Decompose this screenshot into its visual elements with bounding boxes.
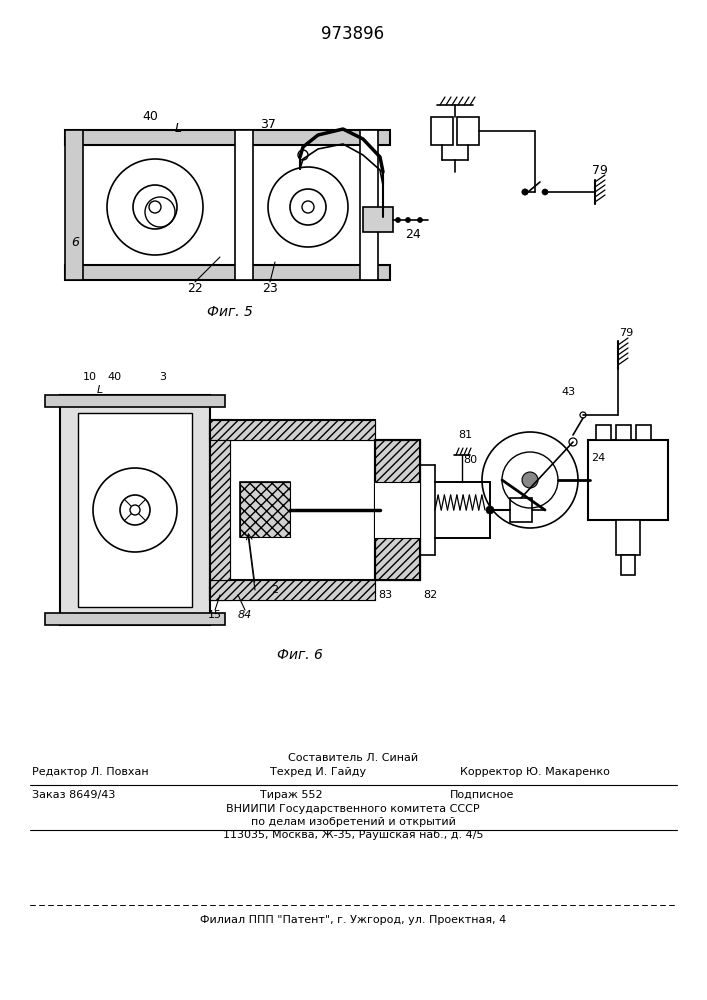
Text: 22: 22 bbox=[187, 282, 203, 296]
Bar bbox=[235, 130, 253, 280]
Bar bbox=[210, 420, 375, 440]
Circle shape bbox=[542, 189, 548, 195]
Bar bbox=[210, 440, 230, 580]
Text: Техред И. Гайду: Техред И. Гайду bbox=[270, 767, 366, 777]
Bar bbox=[616, 520, 640, 555]
Text: 84: 84 bbox=[238, 610, 252, 620]
Bar bbox=[375, 482, 420, 538]
Text: L: L bbox=[175, 122, 182, 135]
Text: Составитель Л. Синай: Составитель Л. Синай bbox=[288, 753, 418, 763]
Bar bbox=[45, 613, 225, 625]
Bar bbox=[596, 425, 611, 440]
Text: 83: 83 bbox=[378, 590, 392, 600]
Text: 23: 23 bbox=[262, 282, 278, 296]
Text: 24: 24 bbox=[405, 229, 421, 241]
Text: ВНИИПИ Государственного комитета СССР: ВНИИПИ Государственного комитета СССР bbox=[226, 804, 480, 814]
Bar bbox=[431, 117, 453, 145]
Text: 10: 10 bbox=[83, 372, 97, 382]
Bar bbox=[375, 440, 420, 580]
Text: 82: 82 bbox=[423, 590, 437, 600]
Text: Подписное: Подписное bbox=[450, 790, 515, 800]
Text: Филиал ППП "Патент", г. Ужгород, ул. Проектная, 4: Филиал ППП "Патент", г. Ужгород, ул. Про… bbox=[200, 915, 506, 925]
Bar bbox=[60, 395, 210, 625]
Bar bbox=[230, 482, 375, 537]
Circle shape bbox=[522, 189, 528, 195]
Bar bbox=[65, 265, 390, 280]
Text: Тираж 552: Тираж 552 bbox=[260, 790, 322, 800]
Text: 113035, Москва, Ж-35, Раушская наб., д. 4/5: 113035, Москва, Ж-35, Раушская наб., д. … bbox=[223, 830, 484, 840]
Text: 79: 79 bbox=[592, 163, 608, 176]
Circle shape bbox=[149, 201, 161, 213]
Text: 79: 79 bbox=[619, 328, 633, 338]
Text: 43: 43 bbox=[561, 387, 575, 397]
Bar bbox=[65, 130, 83, 280]
Text: L: L bbox=[97, 385, 103, 395]
Bar bbox=[45, 395, 225, 407]
Bar bbox=[588, 440, 668, 520]
Bar bbox=[210, 420, 230, 600]
Bar bbox=[65, 130, 390, 145]
Circle shape bbox=[302, 201, 314, 213]
Text: 40: 40 bbox=[108, 372, 122, 382]
Text: по делам изобретений и открытий: по делам изобретений и открытий bbox=[250, 817, 455, 827]
Circle shape bbox=[130, 505, 140, 515]
Circle shape bbox=[486, 506, 494, 514]
Text: 15: 15 bbox=[208, 610, 222, 620]
Text: 2: 2 bbox=[271, 585, 279, 595]
Bar bbox=[616, 425, 631, 440]
Text: Заказ 8649/43: Заказ 8649/43 bbox=[32, 790, 115, 800]
Bar bbox=[78, 413, 192, 607]
Bar bbox=[240, 482, 290, 537]
Text: 24: 24 bbox=[591, 453, 605, 463]
Text: 973896: 973896 bbox=[322, 25, 385, 43]
Text: 80: 80 bbox=[463, 455, 477, 465]
Bar bbox=[210, 580, 375, 600]
Bar bbox=[621, 555, 635, 575]
Bar bbox=[435, 482, 490, 538]
Text: Корректор Ю. Макаренко: Корректор Ю. Макаренко bbox=[460, 767, 610, 777]
Bar bbox=[210, 420, 375, 440]
Bar bbox=[210, 580, 375, 600]
Circle shape bbox=[522, 472, 538, 488]
Text: 6: 6 bbox=[71, 235, 79, 248]
Bar bbox=[383, 480, 420, 540]
Circle shape bbox=[418, 218, 423, 223]
Bar bbox=[375, 440, 420, 580]
Bar bbox=[363, 207, 393, 232]
Text: 3: 3 bbox=[160, 372, 167, 382]
Bar bbox=[360, 130, 378, 280]
Circle shape bbox=[522, 189, 528, 195]
Bar bbox=[457, 117, 479, 145]
Bar bbox=[510, 498, 532, 522]
Text: Редактор Л. Повхан: Редактор Л. Повхан bbox=[32, 767, 148, 777]
Text: 81: 81 bbox=[458, 430, 472, 440]
Circle shape bbox=[406, 218, 411, 223]
Bar bbox=[240, 482, 290, 537]
Text: 40: 40 bbox=[142, 110, 158, 123]
Bar bbox=[375, 440, 420, 580]
Bar bbox=[636, 425, 651, 440]
Text: Фиг. 5: Фиг. 5 bbox=[207, 305, 253, 319]
Circle shape bbox=[395, 218, 400, 223]
Text: 37: 37 bbox=[260, 118, 276, 131]
Text: Фиг. 6: Фиг. 6 bbox=[277, 648, 323, 662]
